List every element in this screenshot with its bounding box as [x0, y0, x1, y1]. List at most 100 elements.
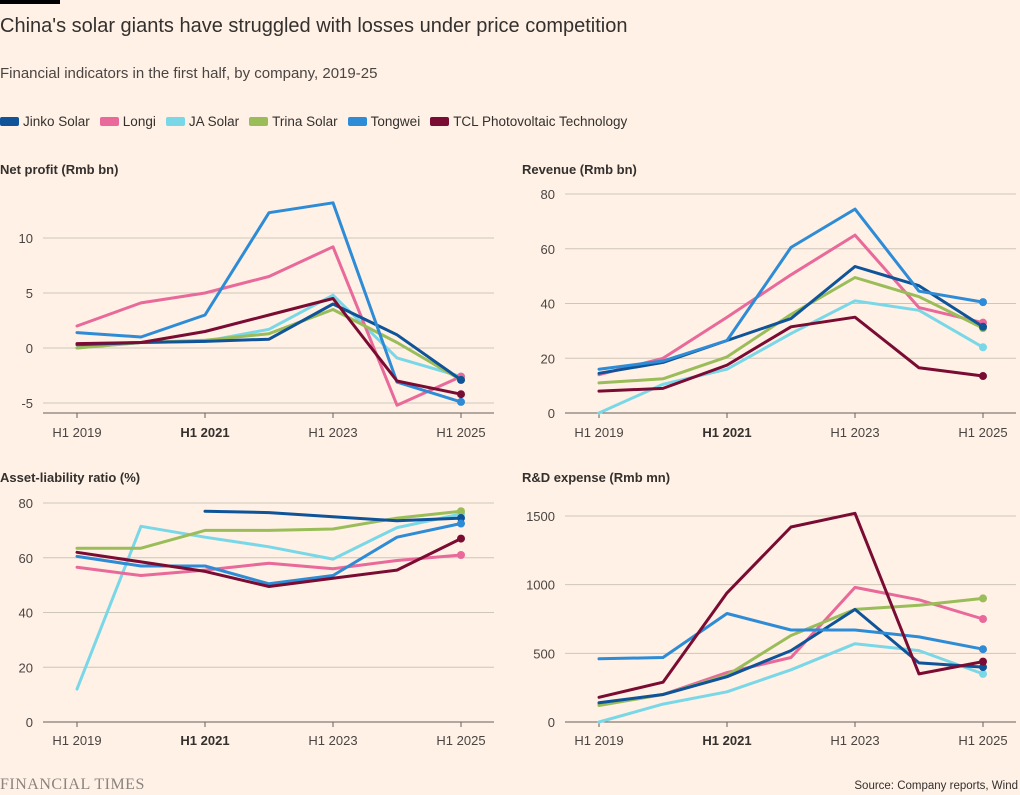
legend-item-ja-solar: JA Solar	[165, 114, 240, 129]
legend-item-tongwei: Tongwei	[347, 114, 421, 129]
x-tick-label: H1 2025	[436, 425, 485, 440]
legend-item-trina: Trina Solar	[249, 114, 338, 129]
y-tick-label: 1000	[526, 578, 555, 593]
y-tick-label: 0	[26, 715, 33, 730]
chart-panel-4: R&D expense (Rmb mn) 0 500 1000 1500 H1 2019 H…	[522, 470, 1016, 748]
x-tick-label: H1 2021	[180, 425, 229, 440]
series-line-ja-solar	[597, 642, 985, 724]
series-line-ja-solar	[75, 512, 463, 691]
chart-title: China's solar giants have struggled with…	[0, 15, 628, 37]
legend-label: TCL Photovoltaic Technology	[453, 114, 628, 129]
series-line-tongwei	[75, 522, 463, 586]
y-tick-label: 80	[19, 496, 33, 511]
x-tick-label: H1 2019	[574, 425, 623, 440]
series-end-point	[457, 375, 465, 384]
series-line-ja-solar	[597, 299, 985, 415]
x-tick-label: H1 2019	[574, 733, 623, 748]
panel-title: R&D expense (Rmb mn)	[522, 470, 670, 485]
series-line-jinko-solar	[597, 607, 985, 705]
chart-panel-3: Asset-liability ratio (%) 0 20 40 60 80 H1 201…	[0, 470, 494, 748]
series-line-longi	[75, 245, 463, 407]
series-end-point	[979, 372, 987, 381]
y-tick-label: -5	[21, 396, 33, 411]
x-tick-label: H1 2023	[308, 733, 357, 748]
chart-subtitle: Financial indicators in the first half, …	[0, 65, 378, 82]
chart-panel-1: Net profit (Rmb bn) -5 0 5 10 H1 2019 H1 2021 H…	[0, 162, 494, 440]
series-end-point	[979, 615, 987, 623]
x-tick-label: H1 2019	[52, 733, 101, 748]
series-line-tcl-photovoltaic-technology	[75, 297, 463, 396]
series-end-point	[457, 390, 465, 399]
x-tick-label: H1 2023	[308, 425, 357, 440]
legend-swatch	[165, 117, 185, 126]
legend-label: Trina Solar	[272, 114, 338, 129]
series-line-longi	[75, 553, 463, 577]
panel-title: Net profit (Rmb bn)	[0, 162, 118, 177]
y-tick-label: 0	[548, 406, 555, 421]
series-line-tcl-photovoltaic-technology	[75, 537, 463, 588]
y-tick-label: 20	[19, 660, 33, 675]
series-end-point	[979, 322, 987, 331]
series-line-trina-solar	[75, 509, 463, 550]
legend-item-jinko: Jinko Solar	[0, 114, 90, 129]
x-tick-label: H1 2021	[702, 425, 751, 440]
legend-label: Longi	[122, 114, 156, 129]
series-line-tcl-photovoltaic-technology	[597, 315, 985, 393]
series-end-point	[457, 514, 465, 523]
series-end-point	[979, 343, 987, 352]
series-line-tongwei	[597, 207, 985, 371]
legend-swatch	[430, 117, 450, 126]
legend-swatch	[347, 117, 367, 126]
legend-swatch	[249, 117, 269, 126]
series-line-trina-solar	[597, 276, 985, 385]
series-end-point	[979, 594, 987, 603]
x-tick-label: H1 2021	[702, 733, 751, 748]
series-end-point	[979, 298, 987, 307]
legend-item-tcl: TCL Photovoltaic Technology	[430, 114, 627, 129]
legend-label: Tongwei	[370, 114, 421, 129]
legend-swatch	[99, 117, 119, 126]
y-tick-label: 500	[533, 646, 555, 661]
panel-title: Revenue (Rmb bn)	[522, 162, 637, 177]
y-tick-label: 0	[548, 715, 555, 730]
x-tick-label: H1 2025	[436, 733, 485, 748]
series-end-point	[457, 534, 465, 543]
y-tick-label: 10	[19, 231, 33, 246]
ft-top-bar	[0, 0, 60, 4]
series-line-jinko-solar	[203, 509, 463, 523]
y-tick-label: 5	[26, 286, 33, 301]
x-tick-label: H1 2021	[180, 733, 229, 748]
series-end-point	[457, 507, 465, 516]
y-tick-label: 60	[19, 551, 33, 566]
series-line-trina-solar	[75, 308, 463, 382]
legend-label: JA Solar	[188, 114, 240, 129]
y-tick-label: 1500	[526, 509, 555, 524]
legend-swatch	[0, 117, 19, 126]
series-end-point	[979, 645, 987, 654]
x-tick-label: H1 2023	[830, 733, 879, 748]
source-note: Source: Company reports, Wind	[854, 780, 1018, 792]
series-line-tongwei	[75, 201, 463, 404]
series-end-point	[457, 519, 465, 528]
series-end-point	[457, 397, 465, 406]
ft-logo: FINANCIAL TIMES	[0, 776, 145, 793]
y-tick-label: 40	[541, 297, 555, 312]
panel-title: Asset-liability ratio (%)	[0, 470, 140, 485]
legend-label: Jinko Solar	[23, 114, 90, 129]
series-line-longi	[597, 233, 985, 377]
y-tick-label: 40	[19, 606, 33, 621]
x-tick-label: H1 2019	[52, 425, 101, 440]
series-end-point	[979, 657, 987, 666]
y-tick-label: 20	[541, 351, 555, 366]
x-tick-label: H1 2025	[958, 733, 1007, 748]
series-end-point	[457, 551, 465, 560]
chart-panel-2: Revenue (Rmb bn) 0 20 40 60 80 H1 2019 H1 2021 H…	[522, 162, 1016, 440]
x-tick-label: H1 2023	[830, 425, 879, 440]
series-end-point	[979, 669, 987, 678]
y-tick-label: 60	[541, 242, 555, 257]
x-tick-label: H1 2025	[958, 425, 1007, 440]
y-tick-label: 80	[541, 187, 555, 202]
series-line-tongwei	[597, 612, 985, 661]
series-end-point	[979, 663, 987, 672]
